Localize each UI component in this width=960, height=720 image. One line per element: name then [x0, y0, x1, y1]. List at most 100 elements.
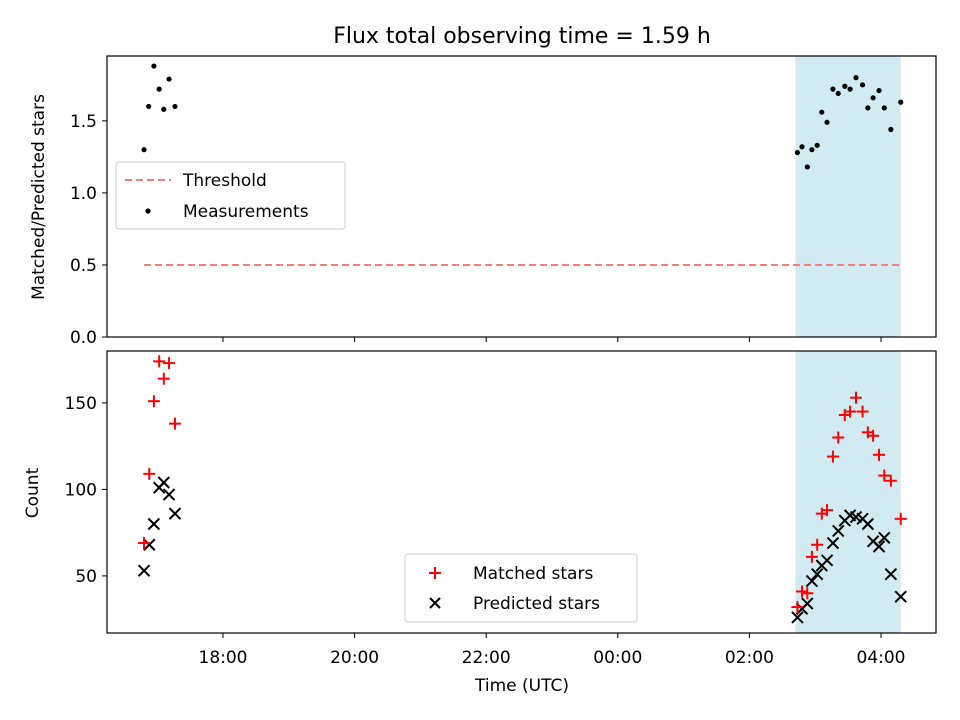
measurement-point — [794, 149, 801, 156]
predicted-star-point — [168, 507, 182, 520]
ratio-y-tick-label: 1.0 — [70, 184, 97, 204]
matched-star-point — [163, 357, 176, 370]
matched-legend-label: Matched stars — [473, 564, 593, 584]
measurement-point — [156, 86, 162, 92]
measurements-legend-swatch — [145, 208, 151, 214]
x-tick-label: 18:00 — [199, 648, 248, 668]
measurement-point — [898, 99, 904, 105]
x-axis-label: Time (UTC) — [474, 676, 569, 696]
measurement-point — [859, 82, 866, 88]
matched-star-point — [143, 467, 156, 480]
predicted-star-point — [894, 590, 907, 603]
predicted-star-point — [878, 531, 891, 545]
measurement-point — [141, 147, 147, 153]
ratio-y-axis-label: Matched/Predicted stars — [29, 94, 49, 300]
measurement-point — [809, 147, 815, 153]
ratio-axes-frame — [106, 55, 937, 338]
measurement-point — [172, 103, 178, 110]
ratio-legend-box — [115, 161, 346, 230]
matched-star-point — [811, 538, 824, 551]
measurement-point — [881, 105, 887, 111]
measurement-point — [146, 103, 152, 110]
matched-star-point — [821, 504, 834, 517]
measurement-point — [853, 75, 859, 81]
matched-star-point — [878, 469, 891, 482]
threshold-legend-label: Threshold — [182, 171, 267, 191]
predicted-star-point — [872, 540, 886, 553]
figure-title: Flux total observing time = 1.59 h — [333, 24, 711, 49]
matched-star-point — [168, 417, 181, 430]
measurement-point — [804, 164, 810, 170]
measurements-legend-label: Measurements — [183, 202, 309, 222]
measurement-point — [847, 86, 853, 92]
matched-star-point — [147, 395, 160, 408]
predicted-star-point — [805, 574, 819, 588]
matched-star-point — [849, 391, 862, 404]
ratio-y-tick-label: 0.5 — [70, 256, 97, 276]
matched-star-point — [157, 372, 170, 385]
predicted-star-point — [162, 488, 176, 501]
matched-star-point — [805, 550, 818, 563]
predicted-star-point — [832, 524, 845, 538]
ratio-y-tick-label: 1.5 — [70, 112, 97, 132]
measurement-point — [865, 105, 871, 111]
matched-legend-swatch — [429, 567, 441, 579]
x-tick-label: 00:00 — [593, 648, 642, 668]
ratio-y-tick-label: 0.0 — [70, 328, 97, 348]
predicted-star-point — [157, 476, 170, 489]
measurement-point — [888, 126, 894, 133]
observing-window-span — [795, 351, 901, 633]
matched-star-point — [844, 405, 857, 418]
ratio-legend: Threshold Measurements — [115, 161, 346, 230]
count-axes-frame — [106, 350, 937, 634]
matched-star-point — [873, 448, 886, 461]
predicted-star-point — [861, 517, 875, 531]
measurement-point — [830, 86, 836, 92]
predicted-legend-swatch — [429, 597, 441, 609]
predicted-star-point — [884, 567, 898, 581]
measurement-point — [876, 87, 882, 94]
ratio-panel: 0.0 0.5 1.0 1.5 Matched/Predicted stars Thr… — [29, 55, 937, 348]
observing-window-span — [795, 56, 901, 337]
predicted-star-point — [826, 536, 840, 550]
measurement-point — [819, 109, 825, 115]
matched-star-point — [894, 512, 907, 525]
predicted-star-point — [137, 564, 151, 577]
predicted-star-point — [143, 538, 156, 551]
measurement-point — [166, 76, 172, 82]
predicted-star-point — [820, 554, 834, 567]
matched-star-point — [801, 587, 814, 600]
matched-star-point — [884, 474, 897, 487]
count-y-axis-label: Count — [23, 467, 43, 518]
matched-star-point — [832, 431, 845, 444]
measurement-point — [799, 144, 805, 150]
predicted-star-point — [147, 517, 161, 531]
count-legend: Matched stars Predicted stars — [404, 553, 638, 623]
count-y-tick-label: 100 — [65, 480, 97, 500]
measurement-point — [842, 83, 848, 89]
matched-star-point — [856, 405, 869, 418]
matched-star-point — [796, 585, 809, 598]
predicted-star-point — [801, 597, 814, 610]
matched-star-point — [153, 355, 166, 368]
x-tick-label: 22:00 — [462, 648, 511, 668]
measurement-point — [814, 142, 820, 148]
measurement-point — [870, 95, 876, 101]
measurement-point — [835, 90, 841, 97]
count-legend-box — [404, 553, 638, 623]
measurement-point — [824, 119, 830, 125]
x-tick-label: 02:00 — [725, 648, 774, 668]
matched-star-point — [826, 450, 839, 463]
predicted-star-point — [791, 611, 804, 624]
x-tick-label: 20:00 — [330, 648, 379, 668]
predicted-star-point — [810, 567, 824, 581]
matched-star-point — [138, 537, 151, 550]
x-tick-label: 04:00 — [857, 648, 906, 668]
predicted-legend-label: Predicted stars — [473, 594, 600, 614]
measurement-point — [161, 106, 167, 112]
count-y-tick-label: 150 — [65, 394, 97, 414]
matched-star-point — [867, 429, 880, 442]
count-y-tick-label: 50 — [75, 567, 97, 587]
